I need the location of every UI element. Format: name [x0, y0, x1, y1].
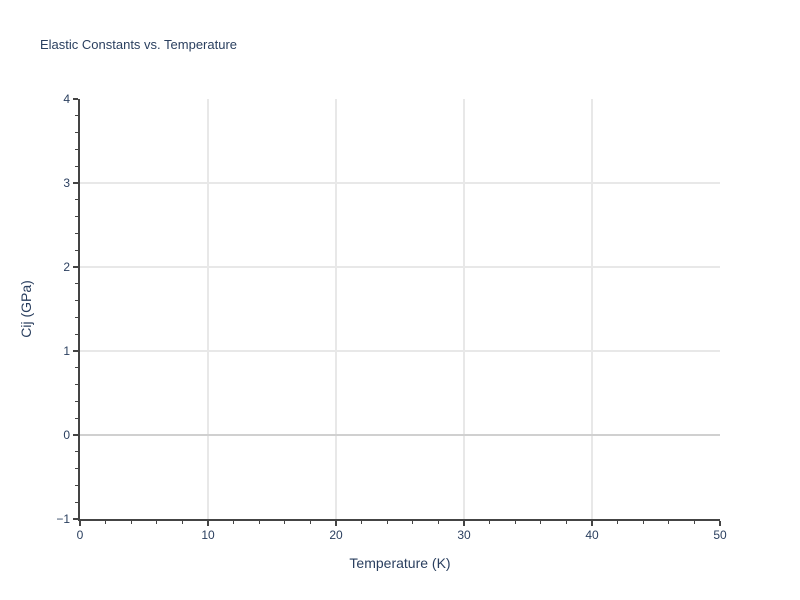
y-tick-minor	[75, 400, 78, 403]
y-tick-label: −1	[56, 512, 70, 526]
x-tick-minor	[642, 521, 644, 524]
y-tick-minor	[75, 316, 78, 319]
y-tick-minor	[75, 333, 78, 335]
plot-area	[80, 99, 720, 519]
x-tick-label: 30	[457, 528, 471, 542]
y-tick-minor	[75, 148, 78, 151]
x-axis-line	[78, 519, 720, 521]
y-tick-minor	[75, 165, 78, 167]
y-tick-major	[73, 350, 78, 352]
y-tick-minor	[75, 484, 78, 487]
y-tick-major	[73, 266, 78, 268]
y-tick-label: 0	[63, 428, 70, 442]
x-tick-label: 0	[76, 528, 84, 542]
y-tick-minor	[75, 501, 78, 503]
y-tick-major	[73, 182, 78, 184]
y-tick-minor	[75, 383, 78, 386]
y-tick-minor	[75, 367, 78, 369]
x-tick-minor	[540, 521, 542, 524]
x-tick-minor	[514, 521, 516, 524]
y-tick-label: 4	[63, 92, 70, 106]
x-tick-minor	[130, 521, 132, 524]
x-tick-minor	[232, 521, 235, 524]
y-tick-minor	[75, 283, 78, 285]
x-tick-minor	[488, 521, 491, 524]
x-tick-minor	[437, 521, 440, 524]
zero-line	[80, 434, 720, 436]
x-axis-label: Temperature (K)	[349, 555, 451, 571]
gridline-vertical	[591, 99, 593, 519]
x-tick-major	[207, 521, 209, 526]
chart-title: Elastic Constants vs. Temperature	[40, 37, 238, 52]
x-tick-label: 50	[713, 528, 727, 542]
x-tick-major	[335, 521, 337, 526]
x-tick-minor	[104, 521, 107, 524]
gridline-vertical	[463, 99, 465, 519]
x-tick-major	[719, 521, 721, 526]
gridline-horizontal	[80, 182, 720, 184]
y-tick-minor	[75, 249, 78, 251]
x-tick-minor	[693, 521, 696, 524]
y-tick-label: 1	[63, 344, 70, 358]
x-tick-major	[79, 521, 81, 526]
x-tick-minor	[565, 521, 568, 524]
y-tick-minor	[75, 215, 78, 218]
y-tick-label: 2	[63, 260, 70, 274]
x-tick-major	[463, 521, 465, 526]
y-tick-minor	[75, 299, 78, 302]
x-tick-label: 40	[585, 528, 599, 542]
y-tick-minor	[75, 451, 78, 453]
y-tick-label: 3	[63, 176, 70, 190]
x-tick-minor	[360, 521, 363, 524]
y-tick-minor	[75, 131, 78, 134]
y-tick-major	[73, 98, 78, 100]
y-axis-line	[78, 99, 80, 521]
x-tick-label: 20	[329, 528, 343, 542]
y-tick-minor	[75, 232, 78, 235]
x-tick-minor	[412, 521, 414, 524]
gridline-vertical	[207, 99, 209, 519]
x-tick-minor	[258, 521, 260, 524]
x-tick-minor	[668, 521, 670, 524]
x-tick-minor	[386, 521, 388, 524]
y-tick-major	[73, 518, 78, 520]
x-tick-label: 10	[201, 528, 215, 542]
gridline-horizontal	[80, 350, 720, 352]
x-tick-minor	[284, 521, 286, 524]
x-tick-minor	[309, 521, 312, 524]
x-tick-major	[591, 521, 593, 526]
y-tick-minor	[75, 199, 78, 201]
gridline-vertical	[335, 99, 337, 519]
x-tick-minor	[181, 521, 184, 524]
y-tick-major	[73, 434, 78, 436]
y-tick-minor	[75, 467, 78, 470]
y-tick-minor	[75, 115, 78, 117]
y-axis-label: Cij (GPa)	[18, 280, 34, 338]
gridline-horizontal	[80, 266, 720, 268]
x-tick-minor	[616, 521, 619, 524]
x-tick-minor	[156, 521, 158, 524]
y-tick-minor	[75, 417, 78, 419]
